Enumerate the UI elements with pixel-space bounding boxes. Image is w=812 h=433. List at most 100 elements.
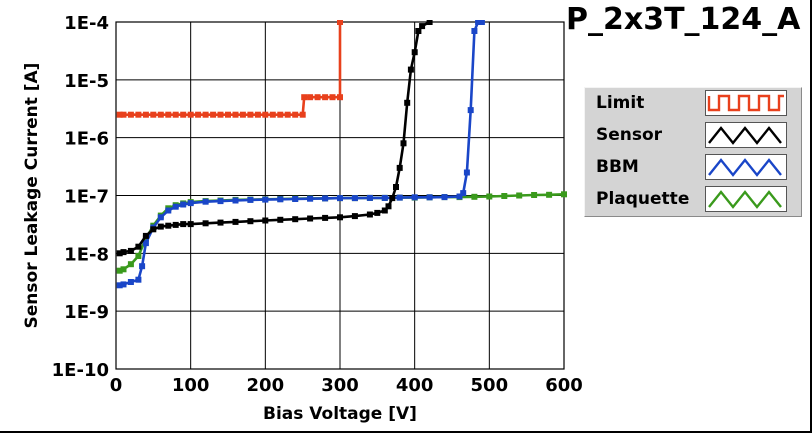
x-tick-label: 0 <box>110 375 123 396</box>
data-point-bbm <box>187 200 194 207</box>
data-point-limit <box>314 94 321 101</box>
data-point-limit <box>329 94 336 101</box>
data-point-sensor <box>180 221 187 228</box>
data-point-sensor <box>396 164 403 171</box>
legend-item-limit: Limit <box>585 88 801 120</box>
data-point-plaquette <box>486 193 493 200</box>
data-point-plaquette <box>516 192 523 199</box>
data-point-bbm <box>180 201 187 208</box>
data-point-bbm <box>262 196 269 203</box>
data-point-limit <box>157 111 164 118</box>
y-tick-label: 1E-10 <box>52 360 109 381</box>
data-point-sensor <box>217 219 224 226</box>
data-point-sensor <box>277 216 284 223</box>
y-axis-label: Sensor Leakage Current [A] <box>22 63 42 329</box>
data-point-plaquette <box>531 192 538 198</box>
x-axis-label: Bias Voltage [V] <box>263 404 417 424</box>
data-point-sensor <box>157 223 164 230</box>
data-point-sensor <box>135 243 142 250</box>
data-point-plaquette <box>127 261 134 268</box>
data-point-limit <box>232 111 239 118</box>
data-point-bbm <box>411 194 418 201</box>
data-point-limit <box>292 111 299 118</box>
data-point-limit <box>337 20 343 25</box>
data-point-sensor <box>150 226 157 233</box>
data-point-sensor <box>202 220 209 227</box>
data-point-sensor <box>187 221 194 228</box>
data-point-limit <box>187 111 194 118</box>
series-layer <box>116 20 567 289</box>
x-tick-label: 200 <box>247 375 285 396</box>
data-point-limit <box>195 111 202 118</box>
data-point-limit <box>135 111 142 118</box>
legend-item-plaquette: Plaquette <box>585 184 801 216</box>
data-point-limit <box>202 111 209 118</box>
data-point-sensor <box>385 203 392 210</box>
data-point-limit <box>337 94 343 101</box>
legend-label: BBM <box>596 157 639 177</box>
data-point-sensor <box>127 247 134 254</box>
data-point-limit <box>180 111 187 118</box>
data-point-bbm <box>381 194 388 201</box>
data-point-plaquette <box>120 266 127 273</box>
data-point-bbm <box>247 196 254 203</box>
data-point-bbm <box>322 195 329 202</box>
data-point-limit <box>165 111 172 118</box>
data-point-bbm <box>426 194 433 201</box>
data-point-sensor <box>172 221 179 228</box>
data-point-plaquette <box>501 193 508 199</box>
data-point-limit <box>127 111 134 118</box>
data-point-bbm <box>463 169 470 176</box>
data-point-bbm <box>351 195 358 202</box>
y-tick-label: 1E-4 <box>64 13 109 34</box>
data-point-bbm <box>471 28 478 34</box>
x-tick-label: 500 <box>471 375 509 396</box>
legend-swatch-bbm <box>705 154 787 180</box>
x-tick-label: 100 <box>172 375 210 396</box>
data-point-limit <box>247 111 254 118</box>
data-point-sensor <box>262 217 269 224</box>
x-tick-label: 600 <box>545 375 583 396</box>
data-point-limit <box>277 111 284 118</box>
data-point-sensor <box>232 218 239 225</box>
data-point-limit <box>269 111 276 118</box>
data-point-limit <box>150 111 157 118</box>
data-point-limit <box>225 111 231 118</box>
legend-swatch-limit <box>705 90 787 116</box>
data-point-sensor <box>415 28 422 34</box>
data-point-sensor <box>322 214 329 221</box>
data-point-sensor <box>419 23 426 30</box>
data-point-sensor <box>165 222 172 229</box>
legend-swatch-sensor <box>705 122 787 148</box>
data-point-sensor <box>351 213 358 220</box>
data-point-bbm <box>116 282 123 289</box>
data-point-sensor <box>247 218 254 225</box>
data-point-bbm <box>135 276 142 283</box>
data-point-bbm <box>478 20 485 25</box>
data-point-sensor <box>411 49 418 56</box>
data-point-sensor <box>142 232 149 239</box>
data-point-sensor <box>404 99 411 106</box>
data-point-limit <box>284 111 291 118</box>
legend-item-bbm: BBM <box>585 152 801 184</box>
data-point-sensor <box>400 140 407 147</box>
data-point-sensor <box>389 195 396 202</box>
data-point-limit <box>217 111 224 118</box>
data-point-limit <box>262 111 269 118</box>
data-point-plaquette <box>116 267 123 274</box>
series-limit <box>116 20 343 118</box>
legend-label: Sensor <box>596 125 663 145</box>
data-point-bbm <box>202 198 209 205</box>
data-point-bbm <box>172 203 179 210</box>
data-point-limit <box>239 111 246 118</box>
data-point-bbm <box>337 195 343 202</box>
data-point-bbm <box>127 279 134 285</box>
data-point-sensor <box>426 20 433 25</box>
data-point-limit <box>116 111 123 118</box>
data-point-bbm <box>441 194 448 201</box>
data-point-plaquette <box>546 191 553 198</box>
data-point-bbm <box>157 214 164 221</box>
data-point-limit <box>254 111 261 118</box>
y-tick-label: 1E-7 <box>64 187 109 208</box>
data-point-bbm <box>142 240 149 247</box>
